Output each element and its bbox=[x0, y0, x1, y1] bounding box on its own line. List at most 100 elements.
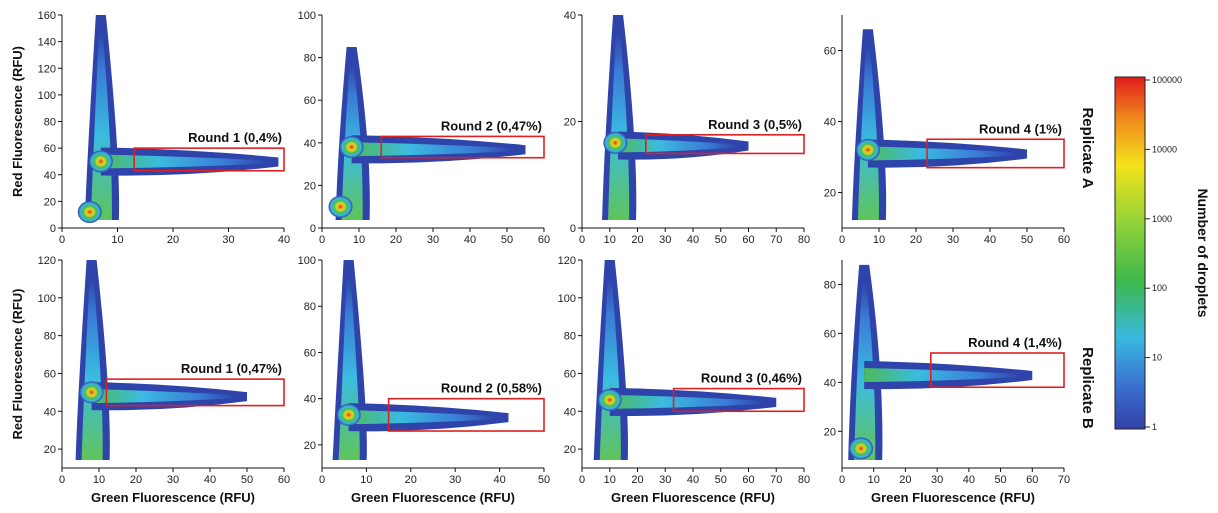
x-tick-label: 20 bbox=[631, 234, 643, 246]
population-stem bbox=[608, 33, 630, 220]
y-tick-label: 80 bbox=[44, 117, 56, 129]
colorbar-tick-label: 10000 bbox=[1152, 144, 1177, 154]
y-tick-label: 40 bbox=[44, 406, 56, 418]
replicate-a-label: Replicate A bbox=[1079, 107, 1096, 188]
density-hotspot bbox=[77, 201, 102, 224]
density-cloud bbox=[75, 260, 247, 460]
x-tick-label: 10 bbox=[93, 474, 105, 486]
colorbar-ticks: 100000 10000 1000 100 10 1 bbox=[1145, 75, 1182, 432]
x-tick-label: 10 bbox=[868, 474, 880, 486]
density-cloud bbox=[602, 15, 749, 220]
x-tick-label: 40 bbox=[687, 234, 699, 246]
gate-label: Round 2 (0,58%) bbox=[441, 381, 542, 396]
x-tick-label: 30 bbox=[449, 474, 461, 486]
population-arm bbox=[100, 154, 267, 169]
y-tick-label: 40 bbox=[564, 406, 576, 418]
x-tick-label: 0 bbox=[839, 474, 845, 486]
x-tick-label: 70 bbox=[1058, 474, 1070, 486]
population-arm bbox=[351, 142, 514, 157]
density-cloud bbox=[593, 260, 777, 460]
y-tick-label: 60 bbox=[44, 143, 56, 155]
x-tick-label: 50 bbox=[994, 474, 1006, 486]
y-tick-label: 100 bbox=[38, 90, 56, 102]
y-tick-label: 60 bbox=[564, 368, 576, 380]
y-tick-label: 80 bbox=[304, 53, 316, 65]
population-arm bbox=[864, 368, 1021, 383]
x-tick-label: 10 bbox=[604, 234, 616, 246]
gate-label: Round 3 (0,5%) bbox=[708, 117, 802, 132]
density-hotspot bbox=[339, 136, 364, 159]
x-tick-label: 60 bbox=[538, 234, 550, 246]
x-tick-label: 10 bbox=[111, 234, 123, 246]
x-tick-label: 0 bbox=[59, 234, 65, 246]
x-tick-label: 20 bbox=[130, 474, 142, 486]
density-hotspot bbox=[597, 388, 622, 411]
x-tick-label: 30 bbox=[427, 234, 439, 246]
population-arm bbox=[348, 410, 497, 425]
y-tick-label: 120 bbox=[38, 63, 56, 75]
x-tick-label: 0 bbox=[579, 234, 585, 246]
gate-label: Round 4 (1,4%) bbox=[968, 335, 1062, 350]
x-tick-label: 50 bbox=[1021, 234, 1033, 246]
gate-rectangle bbox=[645, 134, 805, 155]
x-axis-title: Green Fluorescence (RFU) bbox=[91, 490, 255, 505]
y-tick-label: 20 bbox=[564, 444, 576, 456]
x-tick-label: 40 bbox=[464, 234, 476, 246]
density-hotspot bbox=[849, 437, 874, 460]
x-tick-label: 30 bbox=[222, 234, 234, 246]
x-tick-label: 60 bbox=[1026, 474, 1038, 486]
y-tick-label: 40 bbox=[564, 10, 576, 22]
population-arm bbox=[91, 389, 235, 404]
y-tick-label: 60 bbox=[304, 95, 316, 107]
x-tick-label: 60 bbox=[742, 474, 754, 486]
y-tick-label: 60 bbox=[44, 368, 56, 380]
x-tick-label: 60 bbox=[1058, 234, 1070, 246]
y-tick-label: 60 bbox=[304, 347, 316, 359]
y-tick-label: 80 bbox=[304, 301, 316, 313]
y-tick-label: 40 bbox=[304, 138, 316, 150]
y-tick-label: 60 bbox=[824, 46, 836, 58]
x-tick-label: 10 bbox=[604, 474, 616, 486]
x-tick-label: 40 bbox=[984, 234, 996, 246]
y-tick-label: 20 bbox=[824, 188, 836, 200]
density-cloud bbox=[851, 29, 1027, 221]
x-tick-label: 10 bbox=[873, 234, 885, 246]
x-axis-title: Green Fluorescence (RFU) bbox=[871, 490, 1035, 505]
gate-label: Round 3 (0,46%) bbox=[701, 371, 802, 386]
x-tick-label: 20 bbox=[390, 234, 402, 246]
x-tick-label: 50 bbox=[715, 234, 727, 246]
x-tick-label: 40 bbox=[963, 474, 975, 486]
y-tick-label: 20 bbox=[304, 180, 316, 192]
y-tick-label: 100 bbox=[298, 255, 316, 267]
y-tick-label: 60 bbox=[824, 328, 836, 340]
panel-A-1: 0 10 20 30 40 0 20 40 60 80 100 120 140 160 Round 1 (0… bbox=[10, 10, 290, 246]
x-tick-label: 30 bbox=[659, 474, 671, 486]
x-tick-label: 40 bbox=[278, 234, 290, 246]
y-tick-label: 20 bbox=[44, 196, 56, 208]
panel-A-4: 0 10 20 30 40 50 60 20 40 60 Round 4 (1%) bbox=[824, 15, 1070, 246]
x-tick-label: 80 bbox=[798, 474, 810, 486]
gate-rectangle bbox=[926, 138, 1065, 169]
gate-rectangle bbox=[387, 397, 545, 432]
x-tick-label: 80 bbox=[798, 234, 810, 246]
y-tick-label: 160 bbox=[38, 10, 56, 22]
x-tick-label: 0 bbox=[319, 474, 325, 486]
x-tick-label: 10 bbox=[360, 474, 372, 486]
x-tick-label: 0 bbox=[319, 234, 325, 246]
y-tick-label: 120 bbox=[38, 255, 56, 267]
x-tick-label: 30 bbox=[947, 234, 959, 246]
x-tick-label: 20 bbox=[910, 234, 922, 246]
density-hotspot bbox=[855, 138, 880, 161]
gate-rectangle bbox=[380, 135, 545, 159]
y-tick-label: 0 bbox=[310, 223, 316, 235]
x-tick-label: 10 bbox=[353, 234, 365, 246]
gate-label: Round 4 (1%) bbox=[979, 121, 1062, 136]
gate-rectangle bbox=[105, 378, 285, 407]
x-tick-label: 0 bbox=[579, 474, 585, 486]
y-tick-label: 40 bbox=[44, 170, 56, 182]
population-stem bbox=[857, 47, 879, 221]
y-tick-label: 40 bbox=[824, 117, 836, 129]
y-tick-label: 20 bbox=[44, 444, 56, 456]
x-tick-label: 20 bbox=[631, 474, 643, 486]
